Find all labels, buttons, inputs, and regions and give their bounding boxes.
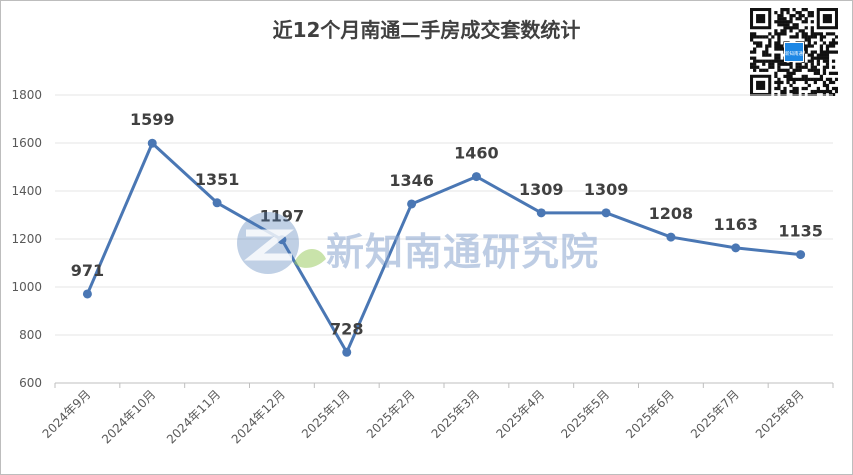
x-tick-label: 2025年6月 bbox=[623, 387, 677, 441]
data-point bbox=[82, 289, 92, 299]
data-point bbox=[536, 208, 546, 218]
x-tick-label: 2025年2月 bbox=[364, 387, 418, 441]
x-tick-label: 2024年9月 bbox=[40, 387, 94, 441]
x-tick-label: 2025年5月 bbox=[558, 387, 612, 441]
data-label: 1346 bbox=[389, 171, 434, 190]
data-point bbox=[147, 138, 157, 148]
data-point bbox=[601, 208, 611, 218]
data-label: 1599 bbox=[130, 110, 175, 129]
gridlines bbox=[55, 94, 833, 384]
qr-center-logo bbox=[785, 43, 803, 61]
x-tick-label: 2024年12月 bbox=[229, 387, 288, 446]
data-point bbox=[277, 235, 287, 245]
y-axis: 600 800 1000 1200 1400 1600 1800 bbox=[11, 88, 42, 390]
data-points bbox=[82, 138, 806, 357]
series-polyline bbox=[86, 141, 801, 354]
data-point bbox=[407, 199, 417, 209]
y-tick-label: 1200 bbox=[11, 232, 42, 246]
x-tick-label: 2024年11月 bbox=[164, 387, 223, 446]
y-tick-label: 600 bbox=[19, 376, 42, 390]
data-point bbox=[796, 250, 806, 260]
x-axis: 2024年9月 2024年10月 2024年11月 2024年12月 2025年1月 20… bbox=[40, 383, 834, 446]
data-point bbox=[212, 198, 222, 208]
data-point bbox=[471, 172, 481, 182]
series-line bbox=[86, 141, 801, 354]
data-label: 1309 bbox=[519, 180, 564, 199]
data-label: 728 bbox=[330, 319, 363, 338]
data-label: 1208 bbox=[649, 204, 694, 223]
data-label: 971 bbox=[71, 261, 104, 280]
data-point bbox=[342, 347, 352, 357]
data-labels: 971 1599 1351 1197 728 1346 1460 1309 1309 1208 11… bbox=[71, 110, 823, 338]
y-tick-label: 1600 bbox=[11, 136, 42, 150]
x-tick-label: 2025年4月 bbox=[493, 387, 547, 441]
data-label: 1197 bbox=[260, 207, 305, 226]
data-label: 1163 bbox=[713, 215, 758, 234]
data-label: 1135 bbox=[778, 222, 823, 241]
x-tick-label: 2024年10月 bbox=[99, 387, 158, 446]
qr-center-text: 新知南通 bbox=[785, 50, 803, 57]
x-tick-label: 2025年8月 bbox=[753, 387, 807, 441]
y-tick-label: 1000 bbox=[11, 280, 42, 294]
y-tick-label: 1800 bbox=[11, 88, 42, 102]
data-label: 1309 bbox=[584, 180, 629, 199]
data-point bbox=[731, 243, 741, 253]
y-tick-label: 1400 bbox=[11, 184, 42, 198]
data-label: 1460 bbox=[454, 144, 499, 163]
data-point bbox=[666, 232, 676, 242]
data-label: 1351 bbox=[195, 170, 240, 189]
x-tick-label: 2025年1月 bbox=[299, 387, 353, 441]
y-tick-label: 800 bbox=[19, 328, 42, 342]
x-tick-label: 2025年7月 bbox=[688, 387, 742, 441]
x-tick-label: 2025年3月 bbox=[429, 387, 483, 441]
chart-title: 近12个月南通二手房成交套数统计 bbox=[272, 18, 581, 42]
